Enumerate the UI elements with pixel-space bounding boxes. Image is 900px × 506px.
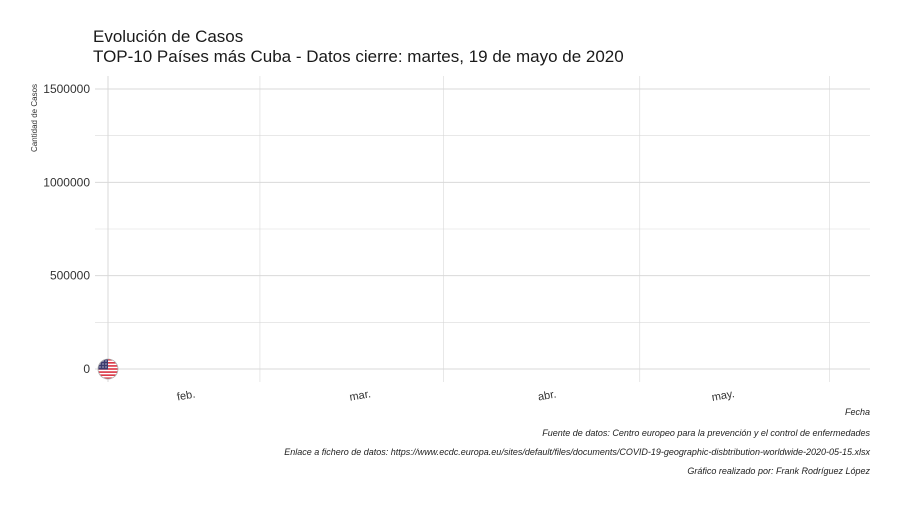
y-tick-label: 500000	[50, 269, 90, 283]
chart-title: Evolución de Casos	[93, 27, 244, 46]
y-axis-label: Cantidad de Casos	[30, 84, 39, 152]
y-tick-label: 1500000	[43, 82, 90, 96]
caption-source: Fuente de datos: Centro europeo para la …	[542, 428, 870, 438]
x-tick-label: abr.	[537, 388, 557, 403]
chart-subtitle: TOP-10 Países más Cuba - Datos cierre: m…	[93, 47, 624, 66]
x-tick-label: feb.	[176, 388, 196, 403]
caption-link: Enlace a fichero de datos: https://www.e…	[284, 447, 870, 457]
y-tick-label: 1000000	[43, 175, 90, 189]
caption-author: Gráfico realizado por: Frank Rodríguez L…	[687, 466, 870, 476]
x-axis-label: Fecha	[844, 407, 870, 417]
x-tick-label: mar.	[349, 388, 372, 404]
y-tick-label: 0	[83, 362, 90, 376]
us-flag-icon	[97, 358, 119, 380]
x-tick-label: may.	[711, 388, 736, 404]
